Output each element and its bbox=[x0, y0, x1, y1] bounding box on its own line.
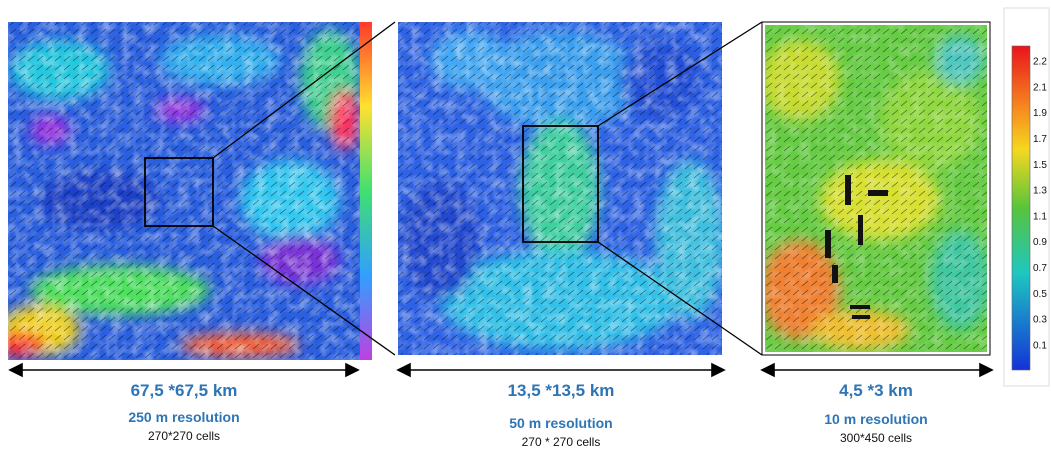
colorbar-label: 1.1 bbox=[1033, 211, 1047, 222]
colorbar-label: 0.3 bbox=[1033, 315, 1047, 326]
colorbar-label: 1.5 bbox=[1033, 160, 1047, 171]
colorbar-label: 0.1 bbox=[1033, 340, 1047, 351]
colorbar-label: 1.3 bbox=[1033, 186, 1047, 197]
zoom-line bbox=[212, 225, 396, 356]
colorbar-label: 0.7 bbox=[1033, 263, 1047, 274]
colorbar-label: 0.5 bbox=[1033, 289, 1047, 300]
zoom-line bbox=[597, 241, 763, 356]
cells: 300*450 cells bbox=[840, 431, 912, 445]
obstacles bbox=[825, 175, 888, 319]
cells: 270*270 cells bbox=[148, 429, 220, 443]
zoom-box bbox=[522, 125, 599, 243]
colorbar-label: 2.1 bbox=[1033, 82, 1047, 93]
span-arrows bbox=[8, 362, 994, 378]
extent: 67,5 *67,5 km bbox=[131, 381, 238, 400]
map-3 bbox=[765, 25, 987, 352]
arrow-head bbox=[396, 362, 726, 378]
small-colorbar bbox=[360, 22, 372, 360]
resolution: 50 m resolution bbox=[509, 415, 612, 431]
colorbar-label: 1.9 bbox=[1033, 108, 1047, 119]
arrow-head bbox=[8, 362, 360, 378]
colorbar bbox=[1011, 45, 1031, 371]
colorbar-label: 2.2 bbox=[1033, 57, 1047, 68]
wind-vectors bbox=[398, 22, 722, 355]
cells: 270 * 270 cells bbox=[522, 435, 601, 449]
zoom-box bbox=[144, 157, 214, 227]
zoom-line bbox=[597, 21, 763, 127]
wind-vectors bbox=[8, 22, 360, 360]
map-2 bbox=[398, 22, 722, 355]
map-1 bbox=[8, 22, 360, 360]
resolution: 10 m resolution bbox=[824, 411, 927, 427]
resolution: 250 m resolution bbox=[128, 409, 239, 425]
colorbar-labels: 2.2 2.1 1.9 1.7 1.5 1.3 1.1 0.9 0.7 0.5 0.3 0.1 bbox=[1033, 57, 1047, 352]
colorbar-label: 0.9 bbox=[1033, 237, 1047, 248]
extent: 4,5 *3 km bbox=[839, 381, 913, 400]
zoom-line bbox=[212, 21, 396, 159]
colorbar-label: 1.7 bbox=[1033, 134, 1047, 145]
wind-vectors bbox=[765, 25, 987, 352]
arrow-head bbox=[760, 362, 994, 378]
extent: 13,5 *13,5 km bbox=[508, 381, 615, 400]
